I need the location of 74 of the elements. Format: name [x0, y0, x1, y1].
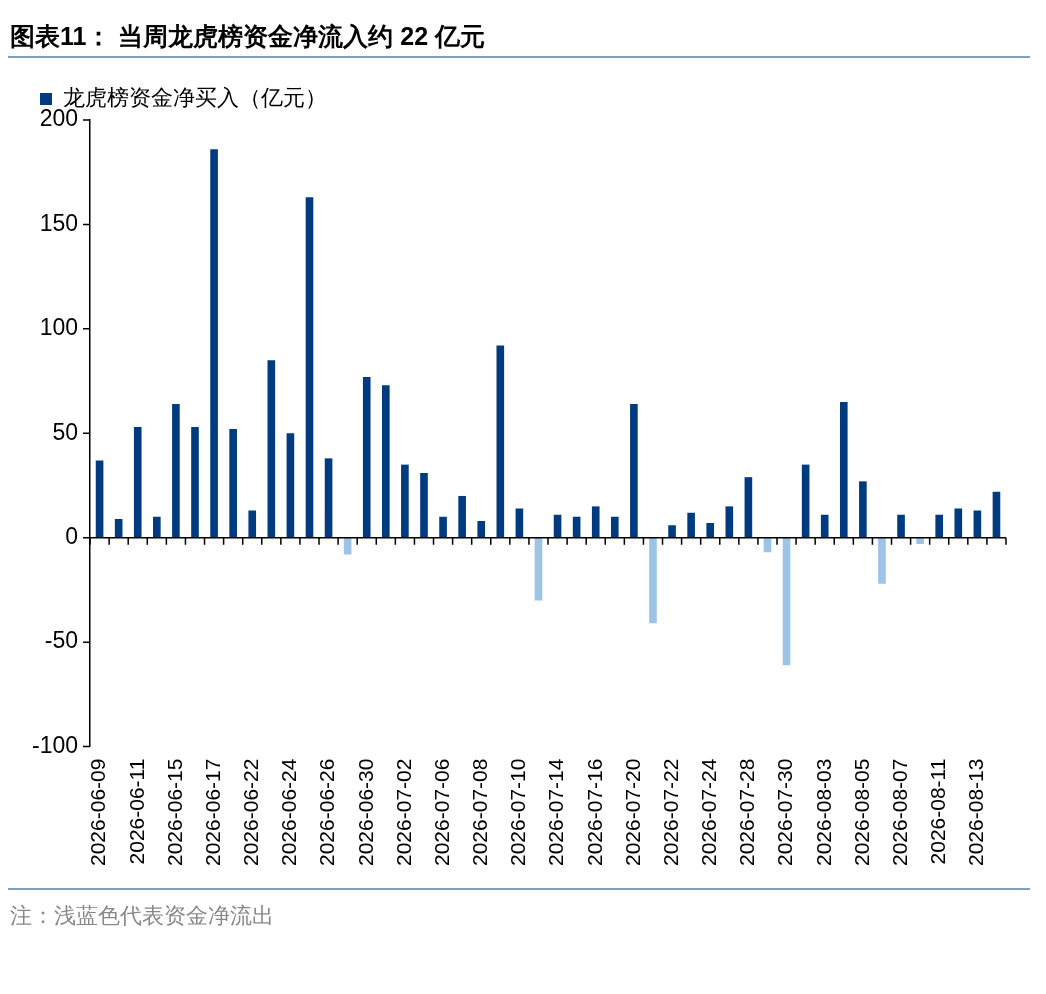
- bar: [897, 514, 905, 538]
- bar: [95, 460, 104, 538]
- bar: [820, 514, 829, 538]
- bar: [610, 516, 619, 538]
- bar: [401, 464, 409, 538]
- y-tick-label: 100: [39, 314, 79, 341]
- y-tick-label: 0: [65, 523, 79, 550]
- x-tick-label: 2026-08-11: [926, 758, 950, 865]
- x-tick-label: 2026-06-11: [124, 758, 148, 865]
- bar: [286, 433, 295, 538]
- x-tick-label: 2026-07-16: [582, 758, 606, 866]
- bar: [458, 495, 466, 538]
- x-tick-label: 2026-06-22: [239, 758, 263, 866]
- x-tick-label: 2026-07-20: [620, 758, 644, 866]
- x-tick-label: 2026-06-15: [162, 758, 186, 866]
- bar: [878, 537, 886, 584]
- x-tick-label: 2026-06-26: [315, 758, 339, 866]
- x-tick-label: 2026-08-07: [887, 758, 911, 866]
- bar: [725, 506, 734, 538]
- bar: [496, 345, 505, 538]
- x-tick-label: 2026-07-24: [697, 758, 721, 866]
- x-tick-label: 2026-06-30: [353, 758, 377, 866]
- bar: [477, 521, 486, 538]
- bar: [420, 472, 428, 538]
- x-tick-label: 2026-06-17: [200, 758, 224, 866]
- bar: [801, 464, 810, 538]
- bar: [839, 401, 848, 538]
- bar: [382, 385, 390, 538]
- y-tick-label: -50: [44, 627, 79, 654]
- y-tick-label: 50: [52, 418, 79, 445]
- x-tick-label: 2026-07-30: [773, 758, 797, 866]
- bar: [172, 404, 180, 538]
- x-tick-label: 2026-08-13: [964, 758, 988, 866]
- bar: [362, 376, 371, 538]
- bar: [706, 523, 715, 538]
- y-tick-label: -100: [31, 731, 79, 758]
- bar: [324, 458, 333, 538]
- x-tick-label: 2026-06-24: [277, 758, 301, 866]
- bar: [687, 512, 695, 538]
- x-tick-label: 2026-08-03: [811, 758, 835, 866]
- x-tick-label: 2026-07-22: [658, 758, 682, 866]
- bar: [515, 508, 524, 538]
- bar: [305, 197, 314, 538]
- bar: [954, 508, 963, 538]
- bar: [534, 537, 543, 601]
- bar: [229, 429, 237, 538]
- x-tick-label: 2026-07-10: [506, 758, 530, 866]
- x-tick-label: 2026-07-08: [468, 758, 492, 866]
- x-tick-label: 2026-07-02: [391, 758, 415, 866]
- x-tick-label: 2026-06-09: [86, 758, 110, 866]
- bar: [668, 525, 676, 538]
- text: 注：浅蓝色代表资金净流出: [10, 902, 275, 930]
- bar: [267, 360, 276, 538]
- bar: [649, 537, 657, 624]
- bar: [210, 149, 218, 538]
- bar: [439, 516, 447, 538]
- x-tick-label: 2026-07-14: [544, 758, 568, 866]
- x-tick-label: 2026-08-05: [849, 758, 873, 866]
- y-tick-label: 150: [39, 209, 79, 236]
- x-tick-label: 2026-07-28: [735, 758, 759, 866]
- chart-title: 图表11： 当周龙虎榜资金净流入约 22 亿元: [9, 21, 487, 52]
- bar: [782, 537, 791, 666]
- bar: [153, 516, 161, 538]
- bar: [191, 427, 199, 538]
- bar: [591, 506, 600, 538]
- bar: [744, 477, 753, 538]
- bar: [630, 404, 638, 538]
- bar: [992, 491, 1001, 538]
- bar: [859, 481, 867, 538]
- bar: [916, 537, 924, 544]
- bar: [935, 514, 944, 538]
- bar: [248, 510, 257, 538]
- bar: [133, 427, 142, 538]
- x-tick-label: 2026-07-06: [429, 758, 453, 866]
